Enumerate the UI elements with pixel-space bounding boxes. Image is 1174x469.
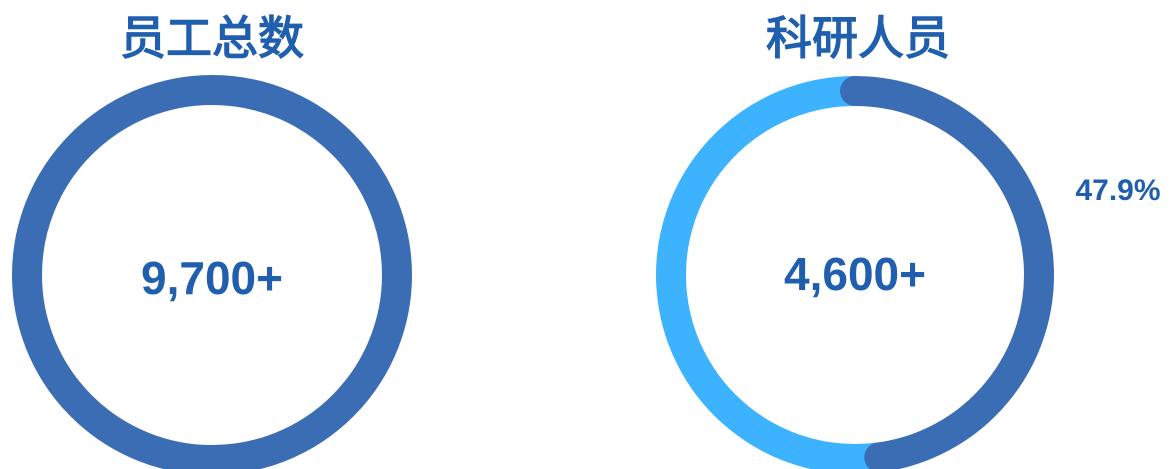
center-value-total-employees: 9,700+ bbox=[141, 252, 283, 304]
donut-chart-total-employees bbox=[12, 75, 412, 469]
donut-slice-1-1 bbox=[656, 76, 881, 469]
donut-slice-1-0 bbox=[840, 76, 1054, 469]
data-label-researchers-percent: 47.9% bbox=[1075, 174, 1160, 207]
chart-title-total-employees: 员工总数 bbox=[120, 11, 304, 65]
chart-title-researchers: 科研人员 bbox=[766, 11, 950, 65]
donut-slice-0-0 bbox=[12, 75, 412, 469]
donut-chart-researchers bbox=[656, 76, 1054, 469]
center-value-researchers: 4,600+ bbox=[784, 248, 926, 300]
